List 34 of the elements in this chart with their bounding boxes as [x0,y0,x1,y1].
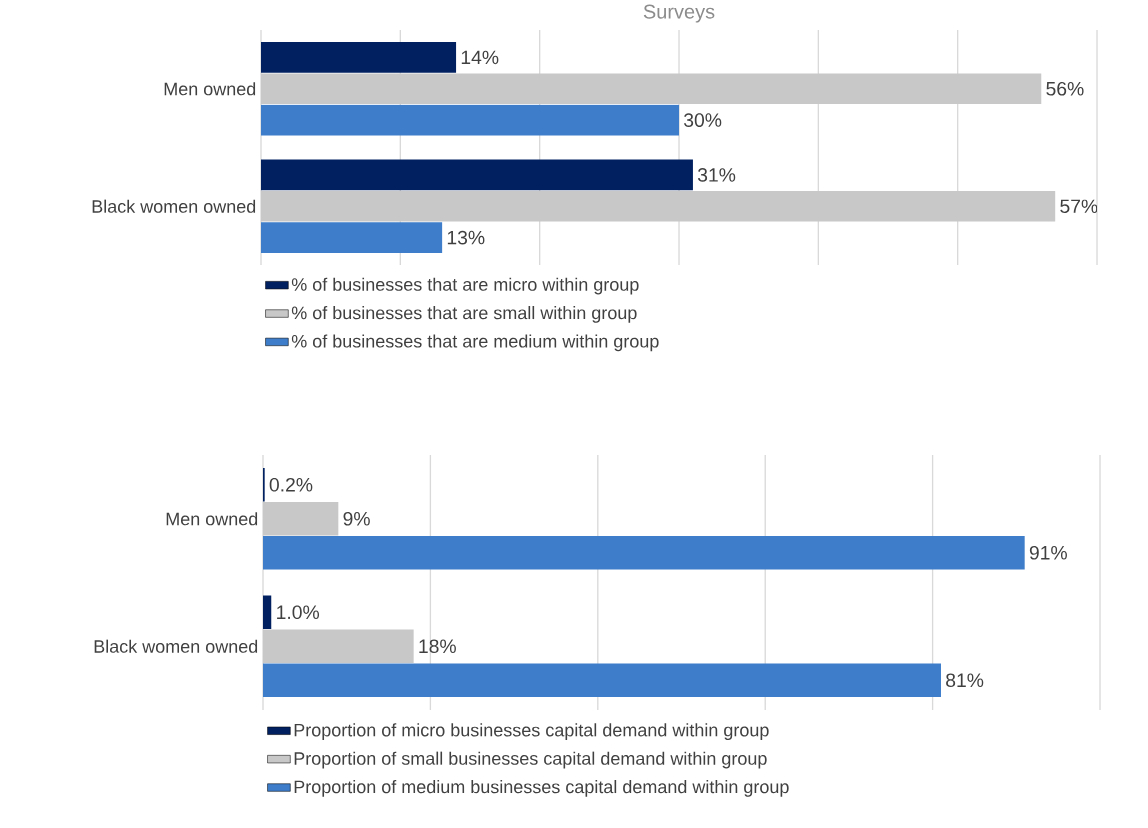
y-tick-label: Black women owned [94,639,258,653]
data-label: 30% [684,113,722,127]
bar [261,104,680,136]
legend-label: % of businesses that are micro within group [291,277,639,295]
data-label: 18% [419,639,456,654]
bar [263,536,1025,570]
bar [261,42,457,73]
data-label: 13% [447,230,485,245]
bar [261,159,693,191]
bar [261,190,1056,222]
legend-label: % of businesses that are medium within group [291,334,659,352]
bar [263,502,339,536]
bar [261,222,443,253]
y-tick-label: Men owned [164,82,256,96]
bar [263,595,272,629]
y-tick-label: Black women owned [92,199,256,213]
legend-label: % of businesses that are small within group [291,306,637,323]
bar [263,629,414,663]
data-label: 57% [1060,199,1098,214]
legend-label: Proportion of micro businesses capital demand within group [294,723,769,741]
legend-label: Proportion of medium businesses capital demand within group [294,780,789,797]
bar [263,663,941,697]
data-label: 56% [1046,81,1084,96]
data-label: 14% [461,50,499,65]
data-label: 9% [343,511,370,526]
chart-title: Surveys [643,4,715,23]
data-label: 1.0% [277,605,320,620]
data-label: 81% [946,673,984,688]
y-tick-label: Men owned [166,512,258,526]
data-label: 31% [697,168,736,182]
data-label: 91% [1029,545,1067,560]
data-label: 0.2% [269,477,313,492]
bar [261,73,1042,105]
legend-label: Proportion of small businesses capital demand within group [294,751,767,769]
